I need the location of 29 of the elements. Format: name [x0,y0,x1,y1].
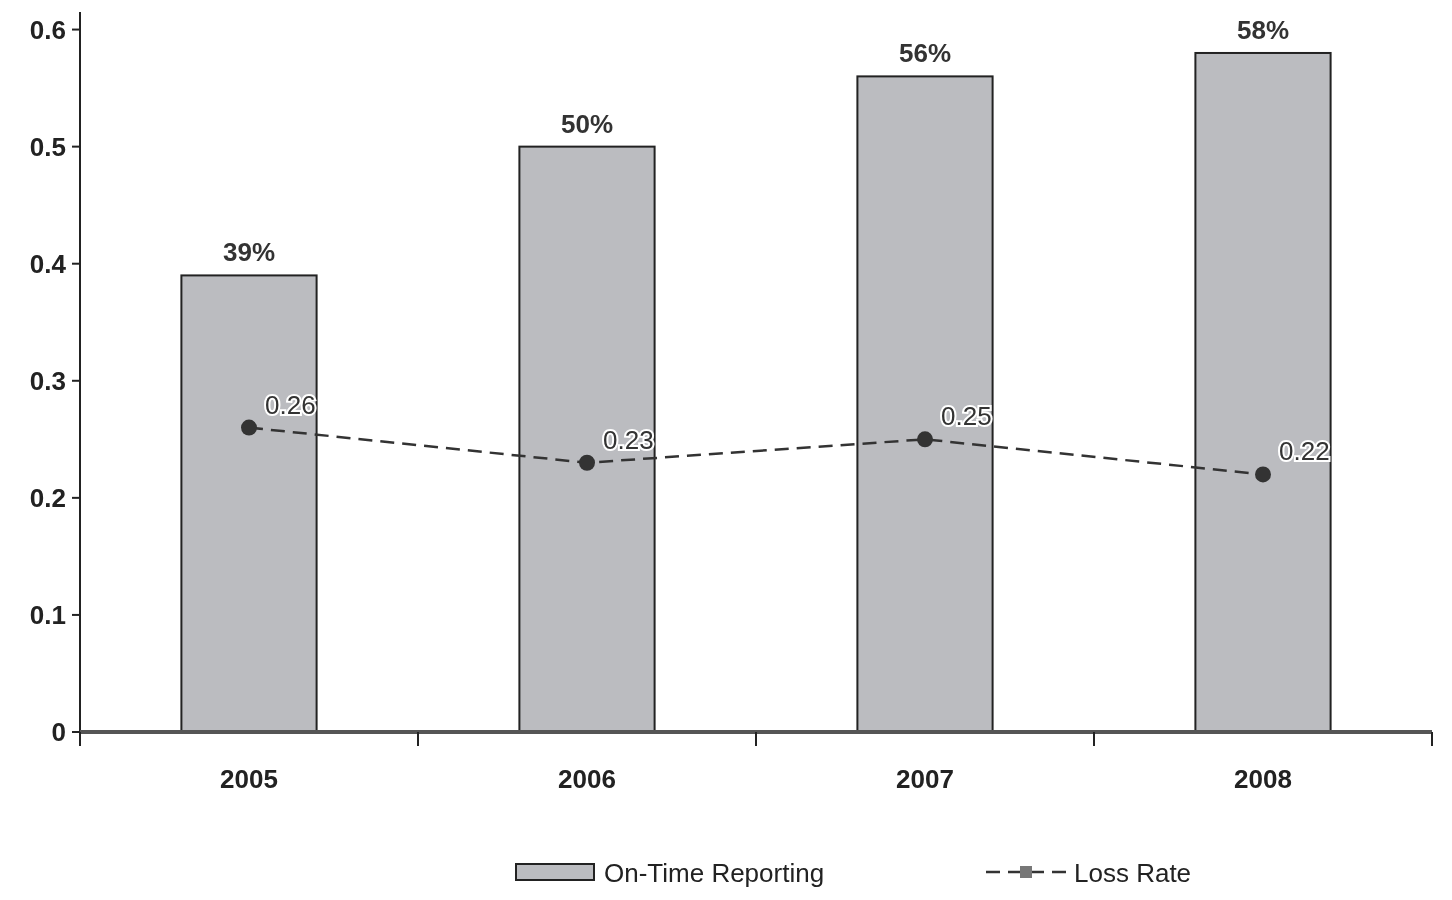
data-label: 39% [222,237,276,268]
y-tick-label: 0.2 [29,482,66,513]
data-label: 0.25 [941,401,992,432]
legend-label: Loss Rate [1074,858,1192,888]
bar [518,145,656,733]
y-tick-label: 0.3 [29,365,66,396]
x-tick-label: 2006 [558,764,616,794]
point [579,454,595,471]
data-label: 58% [1236,14,1290,45]
point [917,431,933,448]
y-tick-label: 0.5 [29,131,66,162]
y-tick-label: 0.6 [29,14,66,45]
x-tick-label: 2008 [1234,764,1292,794]
legend-label: On-Time Reporting [604,858,825,888]
point [241,419,257,436]
y-tick-label: 0.4 [29,248,67,279]
bar [1194,51,1332,733]
y-tick-label: 0.1 [29,599,66,630]
data-label: 0.22 [1279,436,1330,467]
bar [856,75,994,733]
x-tick-label: 2007 [896,764,954,794]
data-label: 0.23 [603,424,654,455]
data-label: 0.26 [265,389,316,420]
data-label: 56% [898,38,952,69]
y-tick-label: 0 [51,717,66,747]
bar [180,274,318,733]
point [1255,466,1271,483]
x-tick-label: 2005 [220,764,278,794]
data-label: 50% [560,108,614,139]
